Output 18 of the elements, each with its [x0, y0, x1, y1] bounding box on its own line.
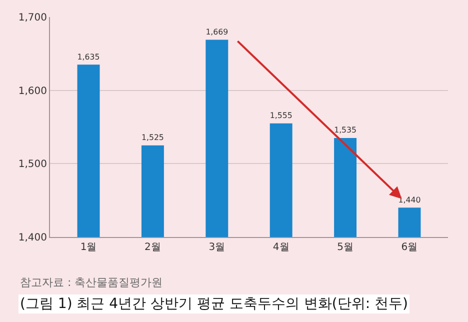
data-label: 1,669	[206, 27, 228, 36]
x-tick-label: 1월	[80, 242, 97, 253]
text: 참고자료 : 축산물품질평가원	[20, 276, 163, 289]
data-label: 1,440	[398, 195, 421, 204]
x-tick-label: 4월	[272, 242, 290, 253]
x-tick-label: 6월	[401, 242, 418, 253]
x-tick-label: 2월	[144, 242, 161, 253]
text: (그림 1) 최근 4년간 상반기 평균 도축두수의 변화(단위: 천두)	[20, 296, 408, 312]
data-label: 1,525	[142, 132, 164, 142]
x-tick-label: 3월	[208, 242, 226, 253]
y-tick-label: 1,700	[18, 12, 47, 24]
y-tick-label: 1,500	[18, 159, 47, 170]
data-label: 1,635	[77, 52, 100, 62]
y-tick-label: 1,600	[18, 86, 47, 97]
data-label: 1,555	[270, 110, 292, 120]
x-tick-label: 5월	[337, 242, 354, 253]
data-label: 1,535	[334, 126, 357, 135]
y-tick-label: 1,400	[18, 232, 47, 244]
